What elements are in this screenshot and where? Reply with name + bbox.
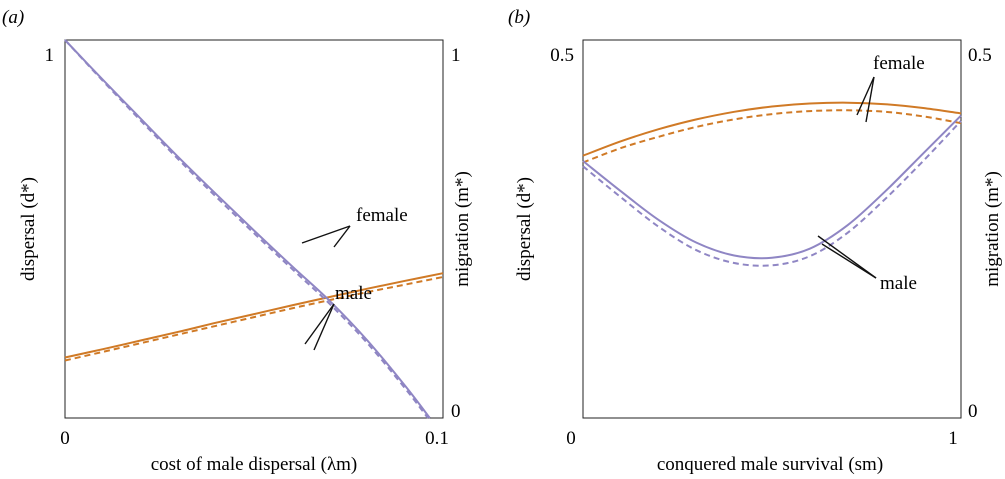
x-axis-label: conquered male survival (sm) xyxy=(657,454,883,475)
y-tick-right: 1 xyxy=(451,45,461,66)
female-dashed-line xyxy=(582,109,962,164)
y-tick-right: 0.5 xyxy=(968,45,992,66)
panel-b: (b) female male 0.5 0.5 0 0 1 conquered … xyxy=(508,7,1003,475)
y-tick-right: 0 xyxy=(451,401,461,422)
male-pointer-line xyxy=(821,243,877,279)
female-series-label: female xyxy=(873,53,925,74)
male-pointer-line xyxy=(313,303,335,351)
panel-a: (a) female male 1 1 0 0 0.1 cost of male… xyxy=(2,7,473,475)
y-axis-label-left: dispersal (d*) xyxy=(514,177,535,281)
male-pointer-line xyxy=(304,303,335,345)
x-tick: 1 xyxy=(948,428,958,449)
panel-a-plot-frame xyxy=(64,39,444,419)
x-axis-label: cost of male dispersal (λm) xyxy=(151,454,358,475)
female-pointer-line xyxy=(333,225,351,248)
female-pointer-line xyxy=(865,76,875,123)
x-tick: 0 xyxy=(566,428,576,449)
female-dashed-line xyxy=(64,276,444,362)
y-axis-label-right: migration (m*) xyxy=(452,171,473,287)
male-solid-line xyxy=(64,39,431,419)
female-series-label: female xyxy=(356,205,408,226)
female-pointer-line xyxy=(301,225,351,244)
x-tick: 0.1 xyxy=(425,428,449,449)
panel-b-pointers xyxy=(817,76,877,279)
y-axis-label-left: dispersal (d*) xyxy=(18,177,39,281)
panel-a-series-group xyxy=(64,39,444,419)
female-solid-line xyxy=(64,272,444,359)
x-tick: 0 xyxy=(60,428,70,449)
male-series-label: male xyxy=(335,283,372,304)
panel-a-pointers xyxy=(301,225,351,351)
y-tick-left: 0.5 xyxy=(550,45,574,66)
male-pointer-line xyxy=(817,235,877,279)
panel-b-series-group xyxy=(582,101,962,267)
male-series-label: male xyxy=(880,273,917,294)
y-tick-left: 1 xyxy=(45,45,55,66)
panel-b-label: (b) xyxy=(508,7,530,28)
y-axis-label-right: migration (m*) xyxy=(982,171,1003,287)
female-pointer-line xyxy=(856,76,875,116)
female-solid-line xyxy=(582,101,962,157)
male-dashed-line xyxy=(582,120,962,267)
male-solid-line xyxy=(582,114,962,260)
male-dashed-line xyxy=(64,39,429,419)
panel-b-plot-frame xyxy=(582,39,962,419)
y-tick-right: 0 xyxy=(968,401,978,422)
panel-a-label: (a) xyxy=(2,7,24,28)
